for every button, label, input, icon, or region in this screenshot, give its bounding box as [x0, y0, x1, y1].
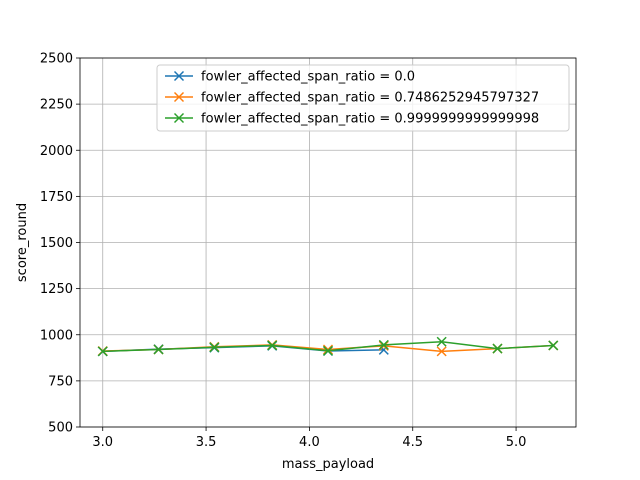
- x-tick-label: 3.0: [92, 435, 113, 450]
- y-tick-label: 1250: [40, 282, 73, 297]
- y-tick-label: 1750: [40, 190, 73, 205]
- y-tick-label: 500: [48, 421, 73, 436]
- y-axis-ticks: 500 750 1000 1250 1500 1750 2000 2250 2500: [40, 52, 80, 436]
- legend-item: fowler_affected_span_ratio = 0.999999999…: [165, 112, 539, 127]
- legend-box: [156, 64, 570, 132]
- data-point: [209, 342, 220, 353]
- series-layer: [97, 336, 559, 357]
- data-point: [492, 343, 503, 354]
- legend-marker: [173, 70, 185, 82]
- x-tick-label: 5.0: [506, 435, 527, 450]
- y-tick-label: 750: [48, 374, 73, 389]
- legend-marker: [173, 112, 185, 124]
- legend-label: fowler_affected_span_ratio = 0.999999999…: [201, 112, 539, 127]
- y-tick-label: 2000: [40, 144, 73, 159]
- x-tick-label: 3.5: [196, 435, 217, 450]
- data-point: [378, 339, 389, 350]
- y-tick-label: 2500: [40, 52, 73, 67]
- y-tick-label: 1000: [40, 328, 73, 343]
- y-axis-label: score_round: [15, 203, 30, 282]
- x-tick-label: 4.5: [402, 435, 423, 450]
- data-point: [436, 346, 447, 357]
- legend-label: fowler_affected_span_ratio = 0.0: [201, 70, 415, 85]
- data-point: [548, 340, 559, 351]
- data-point: [436, 336, 447, 347]
- x-axis-ticks: 3.0 3.5 4.0 4.5 5.0: [92, 427, 526, 450]
- data-point: [322, 344, 334, 355]
- data-point: [153, 344, 164, 355]
- legend: fowler_affected_span_ratio = 0.0 fowler_a…: [156, 64, 570, 132]
- legend-marker: [173, 91, 185, 103]
- y-tick-label: 2250: [40, 98, 73, 113]
- data-point: [267, 340, 278, 351]
- legend-label: fowler_affected_span_ratio = 0.748625294…: [201, 91, 539, 106]
- legend-item: fowler_affected_span_ratio = 0.0: [165, 70, 415, 85]
- data-point: [322, 345, 334, 356]
- legend-item: fowler_affected_span_ratio = 0.748625294…: [165, 91, 539, 106]
- x-tick-label: 4.0: [299, 435, 320, 450]
- data-point: [97, 346, 108, 357]
- series-2: [97, 336, 559, 357]
- x-axis-label: mass_payload: [282, 457, 374, 472]
- y-tick-label: 1500: [40, 236, 73, 251]
